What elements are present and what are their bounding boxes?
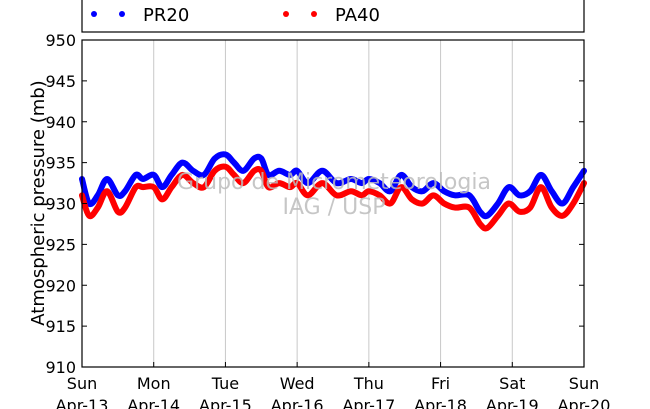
legend-marker xyxy=(91,11,97,17)
watermark-line-2: IAG / USP xyxy=(283,195,386,220)
x-tick-day: Sun xyxy=(67,374,97,393)
y-tick-label: 940 xyxy=(45,113,76,132)
y-tick-label: 935 xyxy=(45,154,76,173)
legend-marker xyxy=(311,11,317,17)
x-tick-date: Apr-14 xyxy=(127,396,180,409)
y-tick-label: 920 xyxy=(45,276,76,295)
legend-marker xyxy=(119,11,125,17)
legend-label-pa40: PA40 xyxy=(335,5,380,26)
legend-frame xyxy=(81,0,585,33)
x-tick-date: Apr-16 xyxy=(271,396,324,409)
x-tick-date: Apr-19 xyxy=(486,396,539,409)
x-tick-date: Apr-15 xyxy=(199,396,252,409)
series-line-pa40 xyxy=(79,163,587,232)
x-tick-date: Apr-20 xyxy=(558,396,611,409)
x-tick-day: Thu xyxy=(353,374,384,393)
y-tick-label: 950 xyxy=(45,31,76,50)
series-line-pr20 xyxy=(79,151,587,220)
x-axis: Sun Apr-13 Mon Apr-14 Tue Apr-15 Wed Apr-16 Thu A… xyxy=(56,362,611,409)
x-tick-date: Apr-13 xyxy=(56,396,109,409)
watermark-line-1: Grupo de Micrometeorologia xyxy=(177,170,491,195)
y-tick-label: 915 xyxy=(45,317,76,336)
y-axis-label: Atmospheric pressure (mb) xyxy=(28,80,49,325)
x-tick-day: Fri xyxy=(431,374,450,393)
x-tick-day: Sun xyxy=(569,374,599,393)
y-tick-label: 945 xyxy=(45,72,76,91)
series-layer xyxy=(79,151,587,232)
y-tick-label: 925 xyxy=(45,235,76,254)
x-tick-day: Tue xyxy=(211,374,239,393)
y-tick-label: 910 xyxy=(45,358,76,377)
x-tick-day: Sat xyxy=(499,374,525,393)
legend: PR20 PA40 xyxy=(81,0,585,33)
y-axis: 910 915 920 925 930 935 940 945 950 xyxy=(45,31,584,377)
x-tick-day: Mon xyxy=(137,374,171,393)
y-tick-label: 930 xyxy=(45,195,76,214)
x-tick-date: Apr-18 xyxy=(414,396,467,409)
x-tick-day: Wed xyxy=(280,374,315,393)
legend-label-pr20: PR20 xyxy=(143,5,189,26)
x-tick-date: Apr-17 xyxy=(342,396,395,409)
legend-marker xyxy=(283,11,289,17)
